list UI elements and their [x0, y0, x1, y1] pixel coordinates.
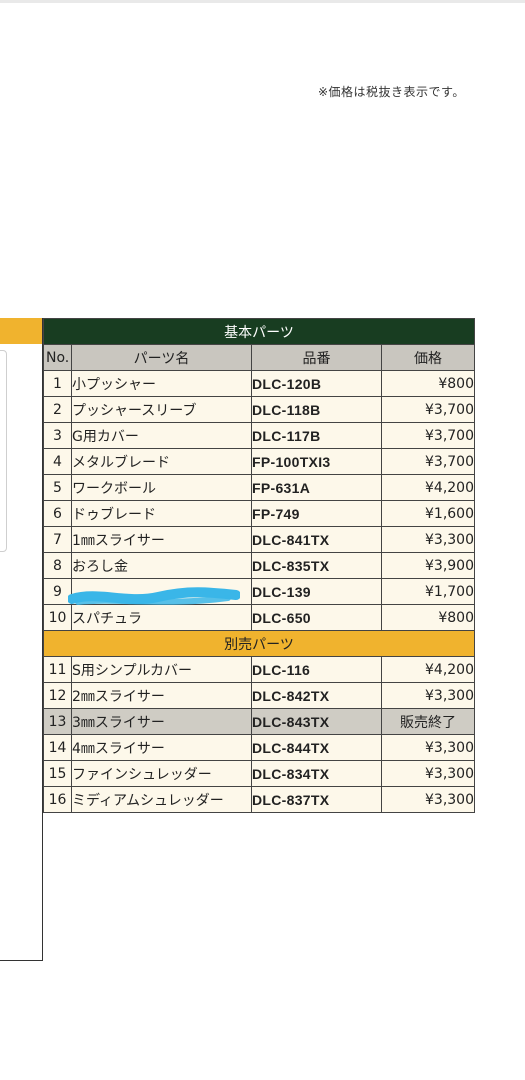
part-code: DLC-835TX	[251, 552, 382, 579]
part-number: 14	[43, 734, 72, 761]
part-number: 10	[43, 604, 72, 631]
adjacent-panel-header	[0, 318, 42, 344]
optional-parts-body: 11 S用シンプルカバー DLC-116 ¥4,200 12 2㎜スライサー DLC-842…	[43, 656, 475, 813]
parts-price-table: 基本パーツ No. パーツ名 品番 価格 1 小プッシャー DLC-120B ¥800…	[43, 318, 475, 813]
part-price: ¥3,700	[381, 396, 475, 423]
part-code: FP-631A	[251, 474, 382, 501]
part-code: DLC-844TX	[251, 734, 382, 761]
adjacent-panel-border	[42, 318, 43, 961]
table-row: 3 G用カバー DLC-117B ¥3,700	[43, 422, 475, 449]
part-name	[71, 578, 252, 605]
part-code: DLC-139	[251, 578, 382, 605]
part-price: ¥4,200	[381, 656, 475, 683]
part-code: DLC-117B	[251, 422, 382, 449]
table-row: 12 2㎜スライサー DLC-842TX ¥3,300	[43, 682, 475, 709]
part-number: 15	[43, 760, 72, 787]
section-header-optional: 別売パーツ	[43, 630, 475, 657]
part-price: ¥3,300	[381, 526, 475, 553]
table-row: 10 スパチュラ DLC-650 ¥800	[43, 604, 475, 631]
part-code: DLC-834TX	[251, 760, 382, 787]
part-name: メタルブレード	[71, 448, 252, 475]
table-row: 11 S用シンプルカバー DLC-116 ¥4,200	[43, 656, 475, 683]
part-price: ¥3,300	[381, 760, 475, 787]
part-code: DLC-843TX	[251, 708, 382, 735]
adjacent-panel-bottom-border	[0, 960, 43, 961]
part-number: 9	[43, 578, 72, 605]
table-row: 14 4㎜スライサー DLC-844TX ¥3,300	[43, 734, 475, 761]
part-name: 4㎜スライサー	[71, 734, 252, 761]
part-price: 販売終了	[381, 708, 475, 735]
part-code: DLC-837TX	[251, 786, 382, 813]
part-code: FP-749	[251, 500, 382, 527]
table-row: 15 ファインシュレッダー DLC-834TX ¥3,300	[43, 760, 475, 787]
part-number: 4	[43, 448, 72, 475]
part-code: DLC-650	[251, 604, 382, 631]
part-price: ¥800	[381, 370, 475, 397]
part-price: ¥3,300	[381, 786, 475, 813]
adjacent-panel-card	[0, 350, 7, 552]
part-name: G用カバー	[71, 422, 252, 449]
table-row: 1 小プッシャー DLC-120B ¥800	[43, 370, 475, 397]
part-price: ¥800	[381, 604, 475, 631]
part-number: 8	[43, 552, 72, 579]
part-name: ファインシュレッダー	[71, 760, 252, 787]
table-row: 4 メタルブレード FP-100TXI3 ¥3,700	[43, 448, 475, 475]
part-number: 7	[43, 526, 72, 553]
table-row: 9 DLC-139 ¥1,700	[43, 578, 475, 605]
part-code: DLC-118B	[251, 396, 382, 423]
part-price: ¥3,700	[381, 448, 475, 475]
column-header-price: 価格	[381, 344, 475, 371]
part-price: ¥3,700	[381, 422, 475, 449]
part-price: ¥1,600	[381, 500, 475, 527]
part-number: 5	[43, 474, 72, 501]
part-code: FP-100TXI3	[251, 448, 382, 475]
part-code: DLC-120B	[251, 370, 382, 397]
column-header-no: No.	[43, 344, 72, 371]
column-header-code: 品番	[251, 344, 382, 371]
part-name: 小プッシャー	[71, 370, 252, 397]
basic-parts-body: 1 小プッシャー DLC-120B ¥800 2 プッシャースリーブ DLC-118B ¥3,…	[43, 370, 475, 631]
part-name: ワークボール	[71, 474, 252, 501]
part-number: 6	[43, 500, 72, 527]
top-divider	[0, 0, 525, 3]
part-name: プッシャースリーブ	[71, 396, 252, 423]
part-name: おろし金	[71, 552, 252, 579]
part-number: 16	[43, 786, 72, 813]
table-row: 16 ミディアムシュレッダー DLC-837TX ¥3,300	[43, 786, 475, 813]
column-header-name: パーツ名	[71, 344, 252, 371]
column-header-row: No. パーツ名 品番 価格	[43, 344, 475, 371]
part-number: 13	[43, 708, 72, 735]
part-name: 2㎜スライサー	[71, 682, 252, 709]
part-name: 3㎜スライサー	[71, 708, 252, 735]
part-code: DLC-116	[251, 656, 382, 683]
part-code: DLC-842TX	[251, 682, 382, 709]
tax-note: ※価格は税抜き表示です。	[318, 85, 465, 99]
part-price: ¥3,300	[381, 682, 475, 709]
part-price: ¥3,300	[381, 734, 475, 761]
part-number: 2	[43, 396, 72, 423]
table-row: 13 3㎜スライサー DLC-843TX 販売終了	[43, 708, 475, 735]
part-price: ¥3,900	[381, 552, 475, 579]
table-row: 8 おろし金 DLC-835TX ¥3,900	[43, 552, 475, 579]
part-number: 12	[43, 682, 72, 709]
part-name: S用シンプルカバー	[71, 656, 252, 683]
table-row: 7 1㎜スライサー DLC-841TX ¥3,300	[43, 526, 475, 553]
part-price: ¥1,700	[381, 578, 475, 605]
section-title-basic: 基本パーツ	[43, 318, 475, 345]
part-number: 1	[43, 370, 72, 397]
section-title-optional: 別売パーツ	[43, 630, 475, 657]
part-number: 3	[43, 422, 72, 449]
part-name: 1㎜スライサー	[71, 526, 252, 553]
table-row: 5 ワークボール FP-631A ¥4,200	[43, 474, 475, 501]
part-price: ¥4,200	[381, 474, 475, 501]
table-row: 2 プッシャースリーブ DLC-118B ¥3,700	[43, 396, 475, 423]
part-code: DLC-841TX	[251, 526, 382, 553]
part-name: スパチュラ	[71, 604, 252, 631]
part-name: ドゥブレード	[71, 500, 252, 527]
table-row: 6 ドゥブレード FP-749 ¥1,600	[43, 500, 475, 527]
part-number: 11	[43, 656, 72, 683]
part-name: ミディアムシュレッダー	[71, 786, 252, 813]
section-header-basic: 基本パーツ	[43, 318, 475, 345]
